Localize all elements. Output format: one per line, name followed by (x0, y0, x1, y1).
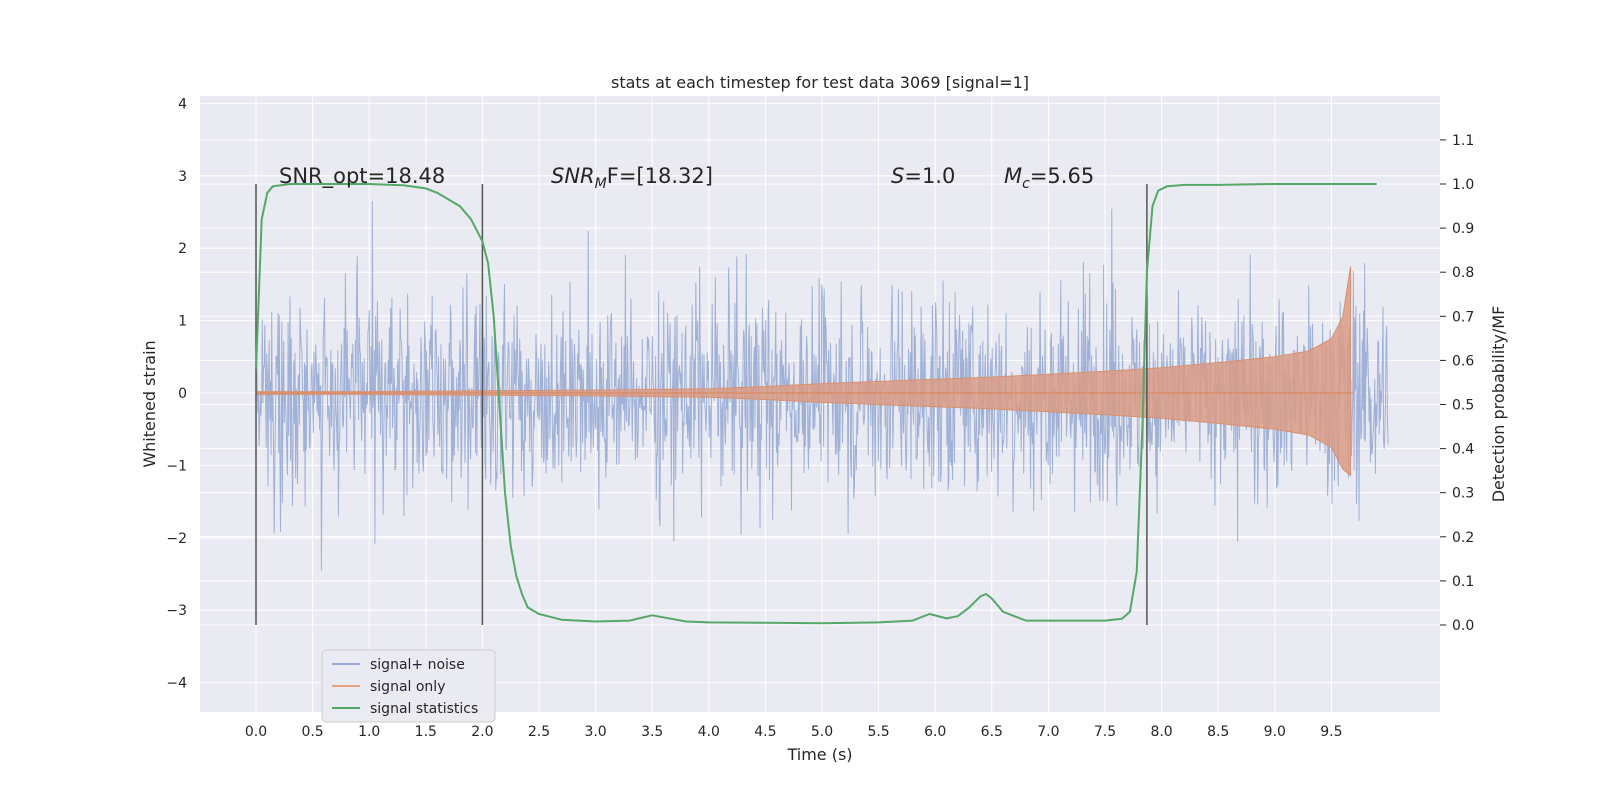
y-axis-right-label: Detection probability/MF (1489, 306, 1508, 503)
y-tick-label: −4 (166, 676, 187, 692)
y-right-tick-label: 0.2 (1452, 530, 1474, 546)
y-right-tick-label: 0.0 (1452, 618, 1474, 634)
y-axis-right-ticks: 0.0 0.1 0.2 0.3 0.4 0.5 0.6 0.7 0.8 0.9 1.0 1.1 (1440, 133, 1474, 634)
mc-value: =5.65 (1030, 164, 1094, 188)
x-tick-label: 4.5 (754, 724, 776, 740)
x-tick-label: 9.0 (1264, 724, 1286, 740)
s-label: S (891, 164, 904, 188)
y-right-tick-label: 0.7 (1452, 309, 1474, 325)
x-tick-label: 9.5 (1320, 724, 1342, 740)
y-right-tick-label: 0.3 (1452, 486, 1474, 502)
snr-mf-base: SNR (551, 164, 595, 188)
mc-annotation: Mc=5.65 (1004, 164, 1094, 192)
y-axis-label: Whitened strain (140, 340, 159, 467)
x-tick-label: 6.5 (981, 724, 1003, 740)
x-axis-label: Time (s) (786, 745, 852, 764)
y-axis-ticks: −4 −3 −2 −1 0 1 2 3 4 (166, 96, 187, 691)
x-tick-label: 1.0 (358, 724, 380, 740)
y-tick-label: 4 (178, 96, 187, 112)
legend-label-noise: signal+ noise (370, 657, 465, 673)
x-tick-label: 0.5 (301, 724, 323, 740)
legend-label-signal: signal only (370, 679, 445, 695)
y-right-tick-label: 0.1 (1452, 574, 1474, 590)
y-tick-label: 1 (178, 314, 187, 330)
y-right-tick-label: 0.9 (1452, 221, 1474, 237)
x-tick-label: 8.0 (1150, 724, 1172, 740)
x-tick-label: 4.0 (698, 724, 720, 740)
y-tick-label: 2 (178, 241, 187, 257)
y-tick-label: 3 (178, 169, 187, 185)
x-tick-label: 2.5 (528, 724, 550, 740)
x-tick-label: 6.0 (924, 724, 946, 740)
signal-only-envelope (255, 266, 1352, 477)
legend: signal+ noise signal only signal statist… (321, 649, 496, 723)
x-tick-label: 7.5 (1094, 724, 1116, 740)
x-tick-label: 0.0 (245, 724, 267, 740)
y-right-tick-label: 0.8 (1452, 265, 1474, 281)
chart-title: stats at each timestep for test data 306… (611, 73, 1029, 92)
y-right-tick-label: 0.5 (1452, 398, 1474, 414)
x-tick-label: 3.5 (641, 724, 663, 740)
segment-boundaries (255, 184, 1148, 625)
x-tick-label: 5.5 (867, 724, 889, 740)
snr-mf-rest: F=[18.32] (607, 164, 713, 188)
y-right-tick-label: 0.6 (1452, 353, 1474, 369)
x-tick-label: 8.5 (1207, 724, 1229, 740)
y-tick-label: −3 (166, 603, 187, 619)
y-right-tick-label: 0.4 (1452, 442, 1474, 458)
y-right-tick-label: 1.0 (1452, 177, 1474, 193)
s-annotation: S=1.0 (891, 164, 955, 188)
y-tick-label: 0 (178, 386, 187, 402)
y-tick-label: −2 (166, 531, 187, 547)
x-axis-ticks: 0.0 0.5 1.0 1.5 2.0 2.5 3.0 3.5 4.0 4.5 5.0 5.5 6.0 6… (245, 724, 1343, 740)
snr-mf-sub: M (595, 176, 607, 192)
y-tick-label: −1 (166, 458, 187, 474)
legend-box (321, 649, 496, 723)
signal-only-series (255, 266, 1355, 477)
x-tick-label: 2.0 (471, 724, 493, 740)
y-right-tick-label: 1.1 (1452, 133, 1474, 149)
mc-base: M (1004, 164, 1022, 188)
x-tick-label: 1.5 (415, 724, 437, 740)
signal-statistics-line (255, 183, 1377, 625)
signal-statistics-series (255, 183, 1377, 625)
legend-label-stats: signal statistics (370, 701, 478, 717)
x-tick-label: 3.0 (584, 724, 606, 740)
snr-mf-annotation: SNRMF=[18.32] (551, 164, 713, 192)
s-value: =1.0 (904, 164, 955, 188)
snr-opt-annotation: SNR_opt=18.48 (279, 164, 445, 189)
x-tick-label: 7.0 (1037, 724, 1059, 740)
mc-sub: c (1022, 176, 1030, 192)
x-tick-label: 5.0 (811, 724, 833, 740)
